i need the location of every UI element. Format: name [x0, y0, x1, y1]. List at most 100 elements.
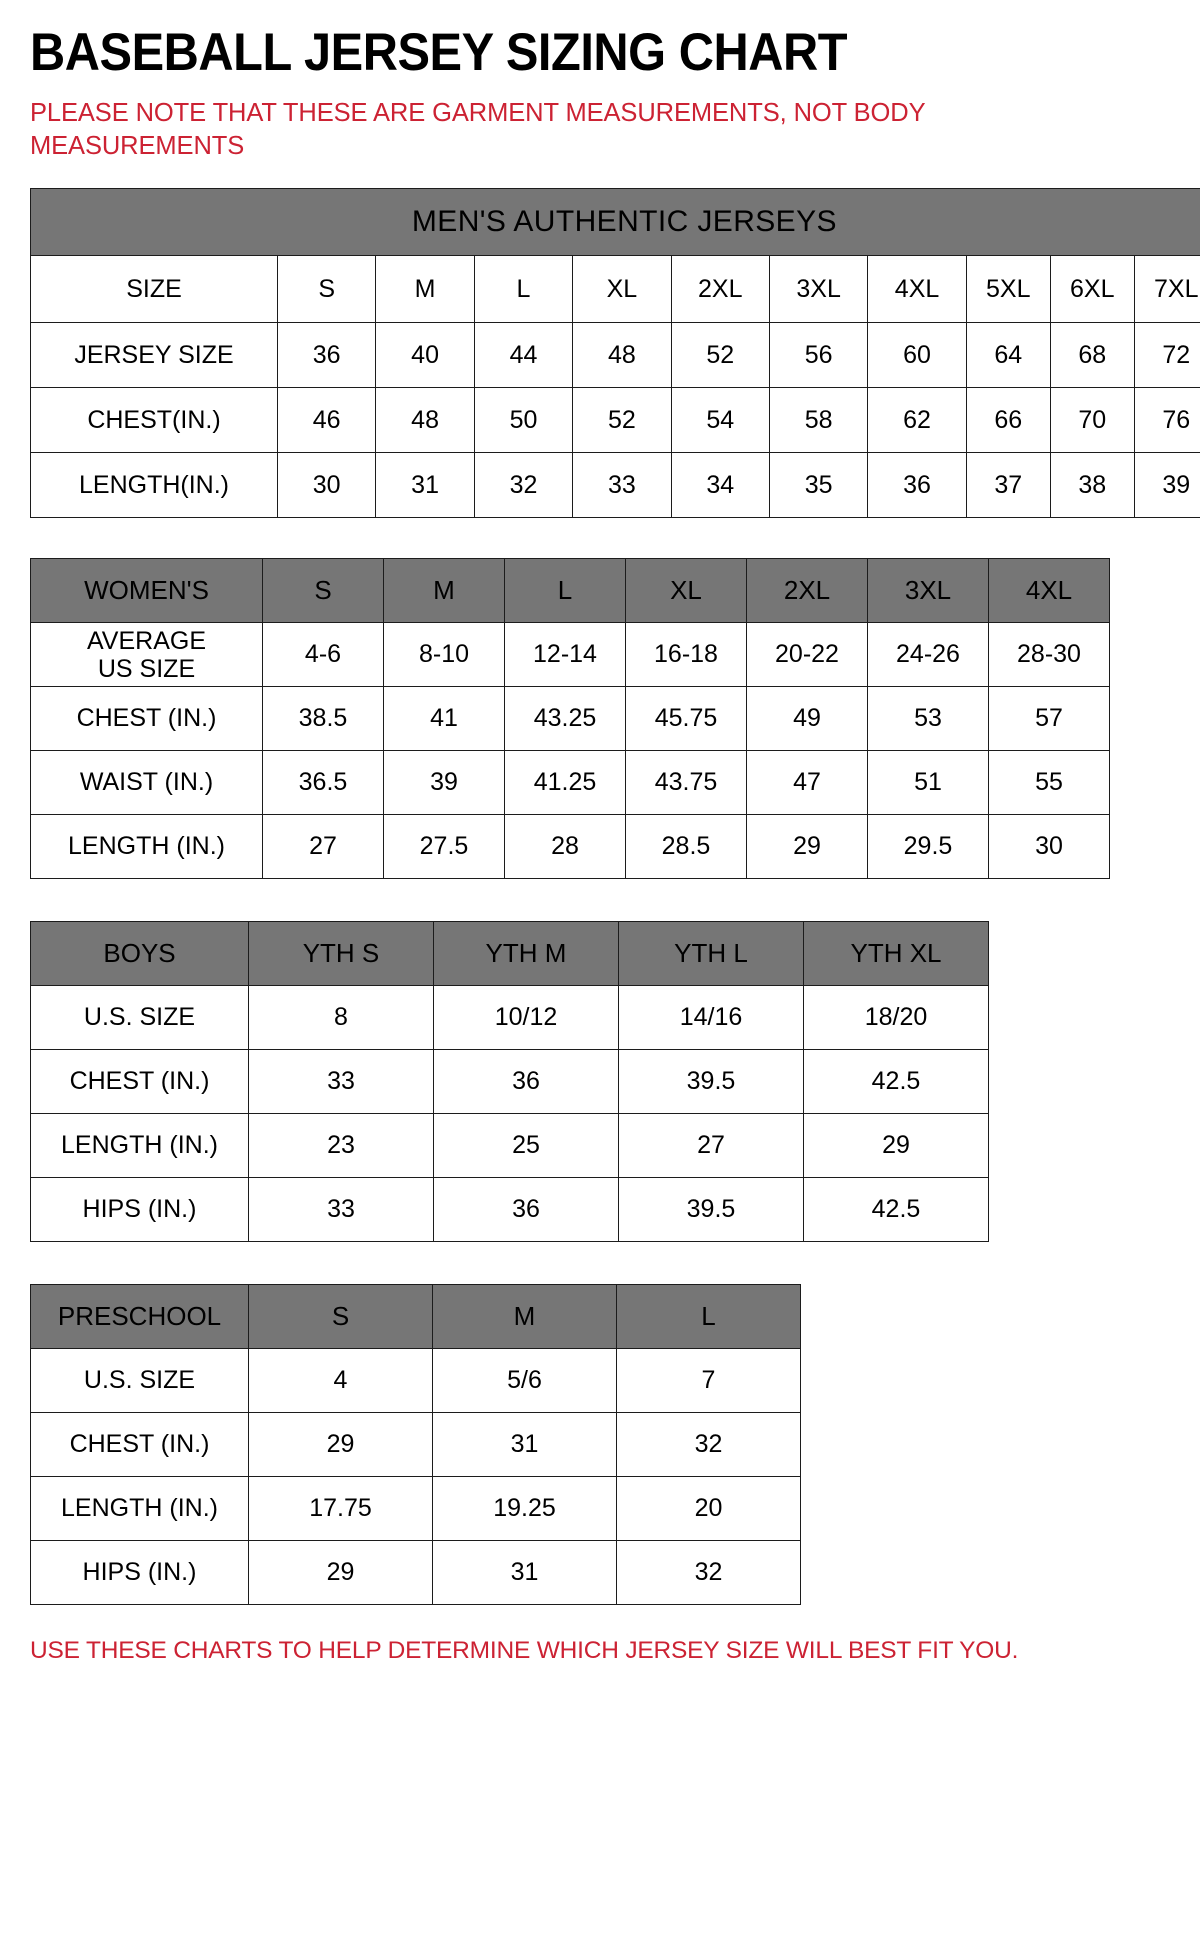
- cell: 8-10: [383, 622, 505, 688]
- mens-header-row: SIZE S M L XL 2XL 3XL 4XL 5XL 6XL 7XL: [30, 255, 1200, 324]
- cell: 29.5: [867, 814, 989, 880]
- table-row: LENGTH (IN.) 17.75 19.25 20: [30, 1476, 801, 1542]
- cell: 60: [867, 322, 967, 389]
- cell: 4-6: [262, 622, 384, 688]
- cell: 12-14: [504, 622, 626, 688]
- measurement-note: PLEASE NOTE THAT THESE ARE GARMENT MEASU…: [30, 99, 926, 160]
- cell: 36: [867, 452, 967, 519]
- mens-banner-label: MEN'S AUTHENTIC JERSEYS: [30, 188, 1200, 257]
- table-row: CHEST(IN.) 46 48 50 52 54 58 62 66 70 76: [30, 387, 1200, 454]
- cell: 37: [965, 452, 1051, 519]
- cell: 32: [473, 452, 574, 519]
- mens-col-s: S: [276, 255, 377, 324]
- cell: 36: [433, 1049, 619, 1115]
- cell: 39: [1133, 452, 1200, 519]
- boys-col-yth-s: YTH S: [248, 921, 434, 987]
- boys-corner-label: BOYS: [30, 921, 249, 987]
- cell: 23: [248, 1113, 434, 1179]
- cell: 4: [248, 1348, 433, 1414]
- cell: 68: [1049, 322, 1135, 389]
- cell: 46: [276, 387, 377, 454]
- cell: 36: [276, 322, 377, 389]
- cell: 29: [248, 1412, 433, 1478]
- page-title: BASEBALL JERSEY SIZING CHART: [30, 23, 848, 82]
- cell: 39: [383, 750, 505, 816]
- row-label: CHEST(IN.): [30, 387, 278, 454]
- row-label: U.S. SIZE: [30, 1348, 249, 1414]
- cell: 32: [616, 1412, 801, 1478]
- cell: 47: [746, 750, 868, 816]
- cell: 49: [746, 686, 868, 752]
- cell: 38: [1049, 452, 1135, 519]
- footer-note: USE THESE CHARTS TO HELP DETERMINE WHICH…: [30, 1637, 1019, 1665]
- cell: 52: [572, 387, 672, 454]
- cell: 48: [572, 322, 672, 389]
- womens-col-m: M: [383, 558, 505, 624]
- cell: 41.25: [504, 750, 626, 816]
- table-row: U.S. SIZE 8 10/12 14/16 18/20: [30, 985, 989, 1051]
- boys-col-yth-xl: YTH XL: [803, 921, 989, 987]
- table-row: U.S. SIZE 4 5/6 7: [30, 1348, 801, 1414]
- mens-col-6xl: 6XL: [1049, 255, 1135, 324]
- womens-header-row: WOMEN'S S M L XL 2XL 3XL 4XL: [30, 558, 1110, 624]
- cell: 27: [618, 1113, 804, 1179]
- cell: 43.25: [504, 686, 626, 752]
- cell: 25: [433, 1113, 619, 1179]
- cell: 41: [383, 686, 505, 752]
- womens-col-2xl: 2XL: [746, 558, 868, 624]
- row-label: JERSEY SIZE: [30, 322, 278, 389]
- preschool-corner-label: PRESCHOOL: [30, 1284, 249, 1350]
- cell: 30: [988, 814, 1110, 880]
- mens-corner-label: SIZE: [30, 255, 278, 324]
- cell: 76: [1133, 387, 1200, 454]
- cell: 33: [248, 1177, 434, 1243]
- cell: 27: [262, 814, 384, 880]
- cell: 43.75: [625, 750, 747, 816]
- cell: 50: [473, 387, 574, 454]
- table-row: CHEST (IN.) 38.5 41 43.25 45.75 49 53 57: [30, 686, 1110, 752]
- row-label-line2: US SIZE: [97, 654, 196, 683]
- boys-sizing-table: BOYS YTH S YTH M YTH L YTH XL U.S. SIZE …: [30, 921, 989, 1243]
- table-row: LENGTH (IN.) 23 25 27 29: [30, 1113, 989, 1179]
- table-row: HIPS (IN.) 29 31 32: [30, 1540, 801, 1606]
- preschool-col-l: L: [616, 1284, 801, 1350]
- womens-sizing-table: WOMEN'S S M L XL 2XL 3XL 4XL AVERAGE US …: [30, 558, 1110, 880]
- preschool-header-row: PRESCHOOL S M L: [30, 1284, 801, 1350]
- table-row: AVERAGE US SIZE 4-6 8-10 12-14 16-18 20-…: [30, 622, 1110, 688]
- cell: 7: [616, 1348, 801, 1414]
- preschool-col-s: S: [248, 1284, 433, 1350]
- cell: 16-18: [625, 622, 747, 688]
- womens-corner-label: WOMEN'S: [30, 558, 263, 624]
- boys-header-row: BOYS YTH S YTH M YTH L YTH XL: [30, 921, 989, 987]
- table-row: HIPS (IN.) 33 36 39.5 42.5: [30, 1177, 989, 1243]
- row-label: WAIST (IN.): [30, 750, 263, 816]
- womens-col-3xl: 3XL: [867, 558, 989, 624]
- cell: 72: [1133, 322, 1200, 389]
- preschool-col-m: M: [432, 1284, 617, 1350]
- cell: 42.5: [803, 1177, 989, 1243]
- table-row: CHEST (IN.) 33 36 39.5 42.5: [30, 1049, 989, 1115]
- cell: 36.5: [262, 750, 384, 816]
- cell: 5/6: [432, 1348, 617, 1414]
- cell: 17.75: [248, 1476, 433, 1542]
- cell: 36: [433, 1177, 619, 1243]
- mens-sizing-table: MEN'S AUTHENTIC JERSEYS SIZE S M L XL 2X…: [30, 188, 1200, 519]
- row-label: LENGTH (IN.): [30, 814, 263, 880]
- womens-col-4xl: 4XL: [988, 558, 1110, 624]
- mens-col-5xl: 5XL: [965, 255, 1051, 324]
- table-row: LENGTH (IN.) 27 27.5 28 28.5 29 29.5 30: [30, 814, 1110, 880]
- row-label: CHEST (IN.): [30, 686, 263, 752]
- cell: 28.5: [625, 814, 747, 880]
- cell: 29: [248, 1540, 433, 1606]
- cell: 52: [670, 322, 770, 389]
- cell: 8: [248, 985, 434, 1051]
- cell: 58: [768, 387, 869, 454]
- cell: 62: [867, 387, 967, 454]
- row-label: CHEST (IN.): [30, 1412, 249, 1478]
- cell: 34: [670, 452, 770, 519]
- womens-col-xl: XL: [625, 558, 747, 624]
- cell: 39.5: [618, 1177, 804, 1243]
- cell: 27.5: [383, 814, 505, 880]
- cell: 14/16: [618, 985, 804, 1051]
